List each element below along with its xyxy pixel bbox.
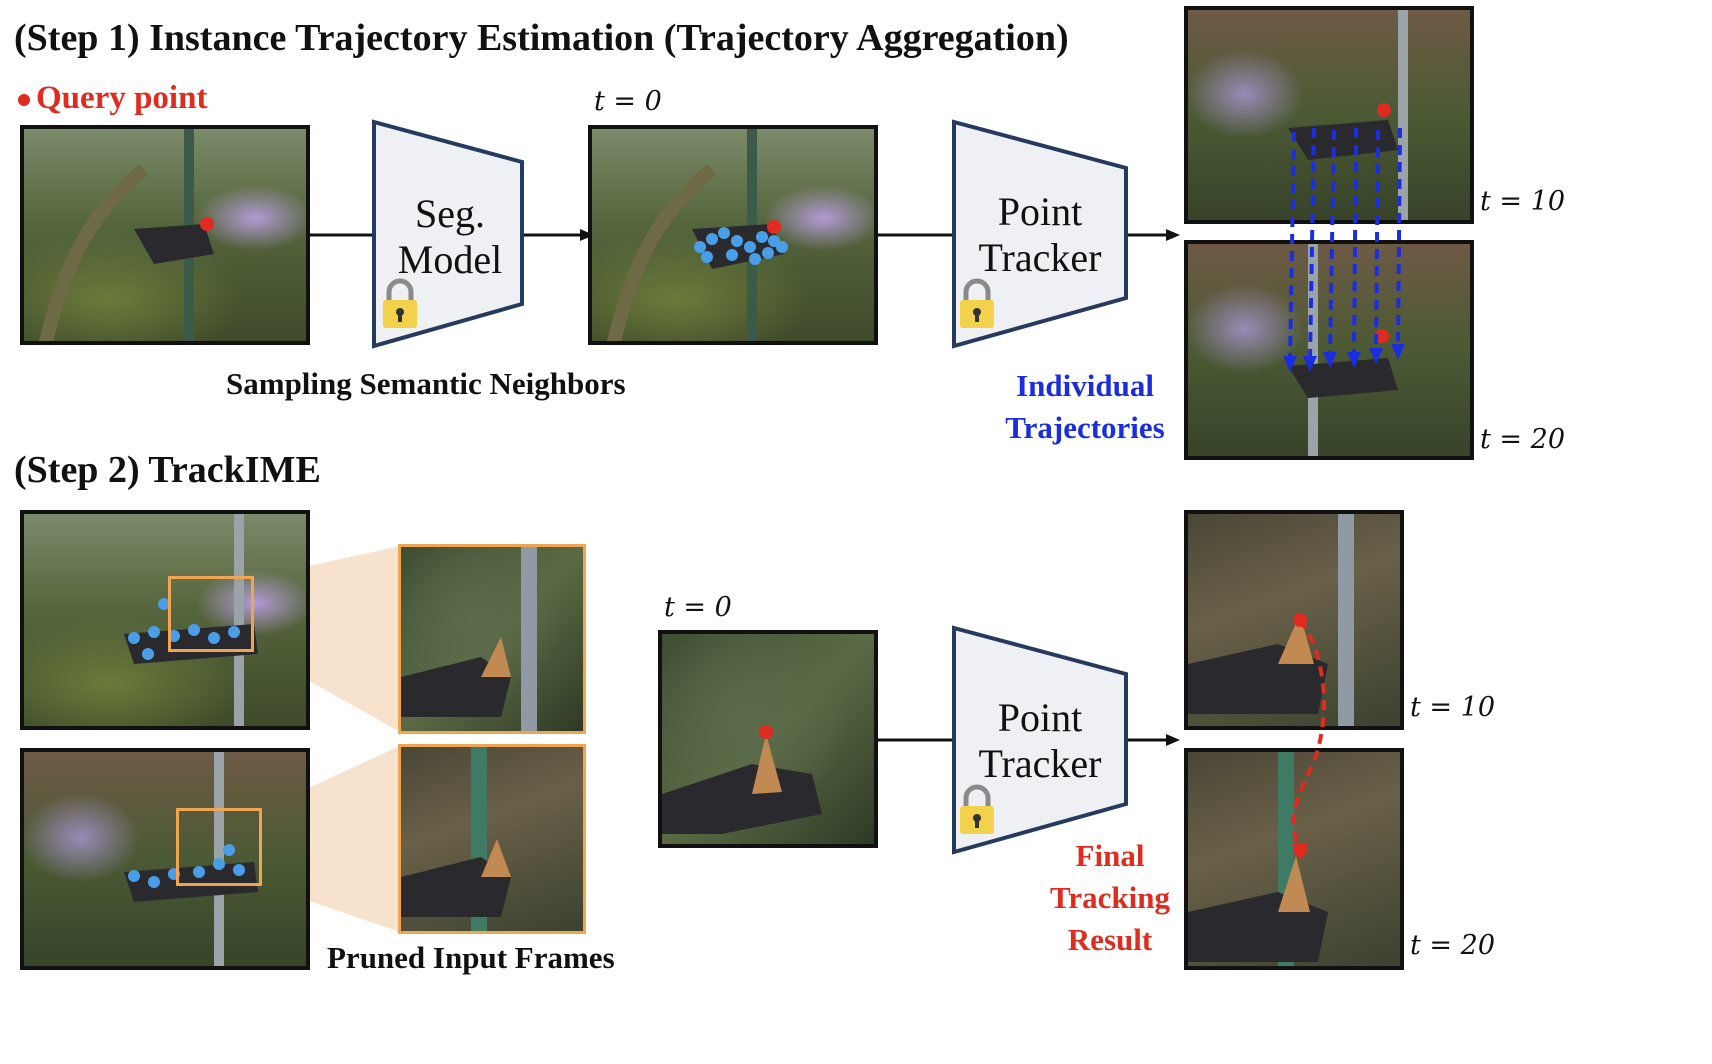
query-frame-step2 — [658, 630, 878, 848]
t10-label-step1: t = 10 — [1480, 186, 1565, 217]
trajectories-caption-line1: Individual — [1016, 368, 1154, 403]
point-tracker-block-step1 — [952, 119, 1128, 349]
arrow-icon — [876, 734, 1180, 746]
lock-icon — [960, 784, 994, 834]
point-tracker-label-line1: Point — [997, 189, 1083, 234]
query-point-icon — [18, 94, 30, 107]
point-tracker-label-line2: Tracker — [978, 741, 1102, 786]
pruned-frame-1 — [398, 544, 586, 734]
point-tracker-block-step2 — [952, 625, 1128, 855]
pruned-frame-2 — [398, 744, 586, 934]
trajectories-caption-line2: Trajectories — [1005, 410, 1165, 445]
final-caption-line3: Result — [1067, 922, 1153, 957]
point-tracker-label-line2: Tracker — [978, 235, 1102, 280]
arrow-icon — [308, 229, 594, 241]
final-caption-line2: Tracking — [1050, 880, 1170, 915]
seg-model-label-line1: Seg. — [415, 191, 485, 236]
crop-box-1 — [168, 576, 254, 652]
pruned-source-frame-2 — [20, 748, 310, 970]
query-point-legend: Query point — [18, 80, 207, 117]
output-frame-t20-step1 — [1184, 240, 1474, 460]
arrow-icon — [876, 229, 1180, 241]
t0-label-step1: t = 0 — [594, 86, 662, 117]
sampling-caption: Sampling Semantic Neighbors — [226, 366, 626, 401]
final-caption-line1: Final — [1075, 838, 1145, 873]
step2-title: (Step 2) TrackIME — [14, 449, 321, 491]
t20-label-step1: t = 20 — [1480, 424, 1565, 455]
t20-label-step2: t = 20 — [1410, 930, 1495, 961]
crop-box-2 — [176, 808, 262, 886]
dog-scene-1 — [38, 129, 214, 341]
output-frame-t10-step1 — [1184, 6, 1474, 224]
neighbor-points — [606, 129, 788, 341]
output-frame-t20-step2 — [1184, 748, 1404, 970]
pruned-source-frame-1 — [20, 510, 310, 730]
lock-icon — [383, 278, 417, 328]
lock-icon — [960, 278, 994, 328]
point-tracker-label-line1: Point — [997, 695, 1083, 740]
seg-model-label-line2: Model — [397, 237, 503, 282]
t10-label-step2: t = 10 — [1410, 692, 1495, 723]
query-point-label: Query point — [36, 80, 208, 116]
pruned-caption: Pruned Input Frames — [327, 940, 615, 975]
step1-title: (Step 1) Instance Trajectory Estimation … — [14, 17, 1069, 59]
final-trajectory — [1291, 613, 1326, 860]
t0-label-step2: t = 0 — [664, 592, 732, 623]
individual-trajectories — [1283, 127, 1405, 372]
sampled-frame-step1 — [588, 125, 878, 345]
